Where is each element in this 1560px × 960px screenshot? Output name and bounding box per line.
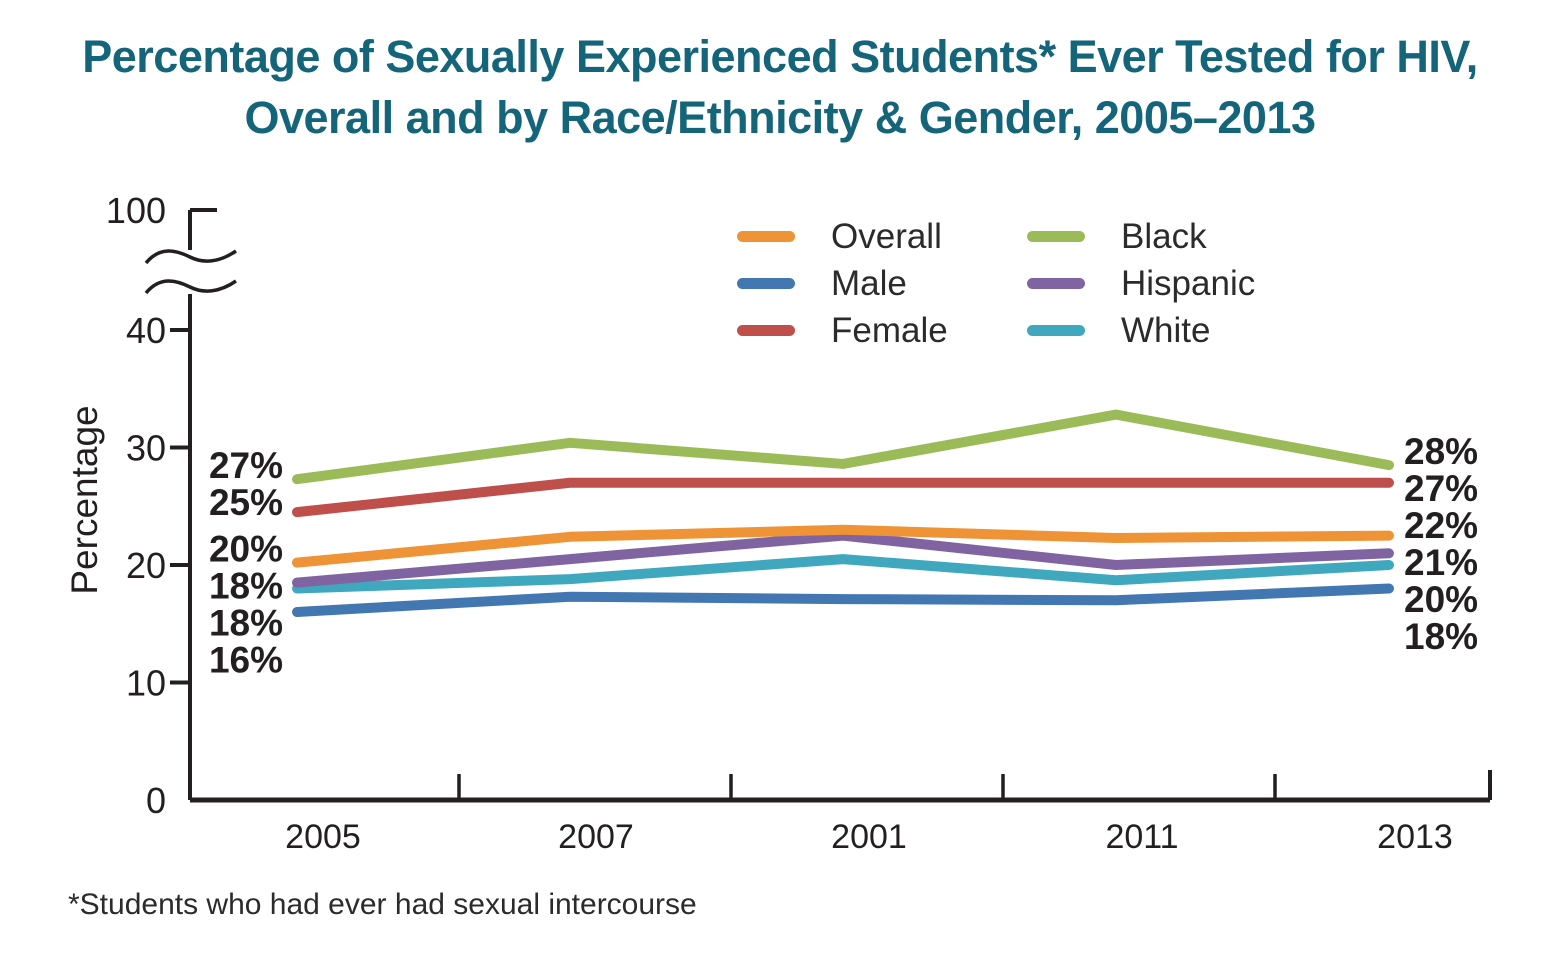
y-tick-label-40: 40 bbox=[126, 310, 166, 351]
legend-item-hispanic: Hispanic bbox=[1027, 264, 1255, 304]
legend-swatch-black bbox=[1027, 231, 1085, 242]
legend-swatch-overall bbox=[737, 231, 795, 242]
legend-label-white: White bbox=[1121, 310, 1211, 350]
series-label-left-female: 25% bbox=[209, 482, 283, 523]
series-label-right-female: 27% bbox=[1404, 468, 1478, 509]
legend-label-male: Male bbox=[831, 263, 907, 303]
chart-title: Percentage of Sexually Experienced Stude… bbox=[0, 26, 1560, 148]
series-line-male bbox=[292, 583, 1394, 617]
y-tick-label-0: 0 bbox=[146, 780, 166, 821]
series-label-right-black: 28% bbox=[1404, 431, 1478, 472]
x-tick-label-2001: 2001 bbox=[831, 818, 907, 856]
x-tick-label-2013: 2013 bbox=[1377, 818, 1453, 856]
series-label-right-overall: 22% bbox=[1404, 505, 1478, 546]
chart-title-line-2: Overall and by Race/Ethnicity & Gender, … bbox=[244, 92, 1316, 144]
series-line-black bbox=[292, 409, 1394, 485]
chart-title-line-1: Percentage of Sexually Experienced Stude… bbox=[82, 31, 1478, 82]
series-line-overall bbox=[292, 524, 1394, 568]
y-tick-label-100: 100 bbox=[106, 190, 166, 231]
series-label-left-hispanic: 18% bbox=[209, 566, 283, 607]
y-tick-label-20: 20 bbox=[126, 545, 166, 586]
axis-break-squiggle-bottom bbox=[144, 279, 237, 295]
series-line-female bbox=[292, 477, 1394, 518]
series-line-white bbox=[292, 554, 1394, 594]
footnote: *Students who had ever had sexual interc… bbox=[68, 888, 697, 921]
y-tick-label-10: 10 bbox=[126, 663, 166, 704]
legend-item-female: Female bbox=[737, 311, 1027, 351]
series-label-left-black: 27% bbox=[209, 445, 283, 486]
legend-item-male: Male bbox=[737, 264, 1027, 304]
legend-swatch-hispanic bbox=[1027, 278, 1085, 289]
chart-legend: Overall Male Female Black Hispanic White bbox=[737, 213, 1255, 354]
series-label-right-male: 18% bbox=[1404, 616, 1478, 657]
legend-label-hispanic: Hispanic bbox=[1121, 263, 1256, 303]
legend-item-overall: Overall bbox=[737, 217, 1027, 257]
series-label-left-overall: 20% bbox=[209, 529, 283, 570]
x-tick-label-2005: 2005 bbox=[285, 818, 361, 856]
legend-swatch-male bbox=[737, 278, 795, 289]
legend-swatch-white bbox=[1027, 325, 1085, 336]
y-tick-label-30: 30 bbox=[126, 428, 166, 469]
series-line-hispanic bbox=[292, 530, 1394, 588]
legend-item-white: White bbox=[1027, 311, 1255, 351]
legend-label-black: Black bbox=[1121, 216, 1207, 256]
series-label-right-hispanic: 21% bbox=[1404, 542, 1478, 583]
series-label-left-white: 18% bbox=[209, 603, 283, 644]
axis-break-squiggle-top bbox=[144, 249, 237, 265]
series-label-right-white: 20% bbox=[1404, 579, 1478, 620]
series-label-left-male: 16% bbox=[209, 640, 283, 681]
y-axis-title: Percentage bbox=[64, 405, 105, 595]
x-tick-label-2011: 2011 bbox=[1105, 818, 1178, 856]
legend-item-black: Black bbox=[1027, 217, 1255, 257]
x-tick-label-2007: 2007 bbox=[558, 818, 634, 856]
legend-swatch-female bbox=[737, 325, 795, 336]
legend-label-overall: Overall bbox=[831, 216, 942, 256]
legend-label-female: Female bbox=[831, 310, 948, 350]
